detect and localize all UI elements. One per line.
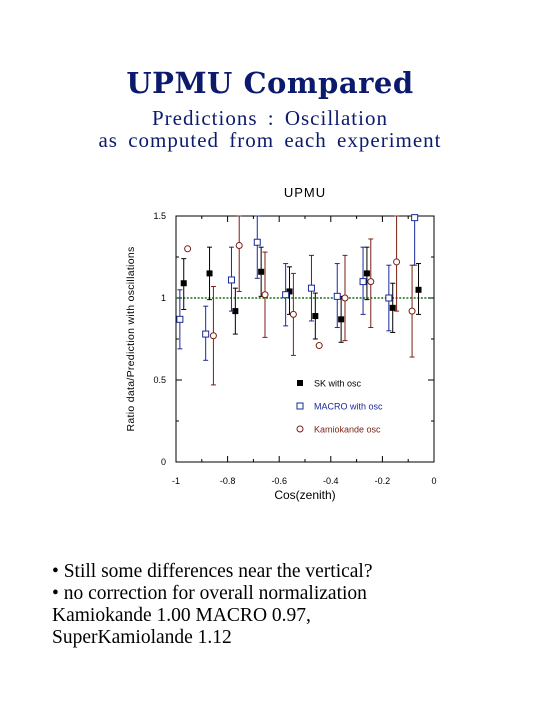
legend-label: SK with osc: [314, 379, 362, 389]
sk-point: [286, 288, 293, 295]
legend-box: [288, 371, 412, 443]
x-tick-label: 0: [431, 476, 436, 486]
sk-point: [232, 308, 239, 315]
macro-point: [385, 294, 393, 302]
kamiokande-point: [408, 307, 416, 315]
slide-title: UPMU Compared: [126, 66, 414, 100]
slide-subtitle-1: Predictions : Oscillation: [152, 106, 388, 130]
x-tick-label: -0.2: [375, 476, 391, 486]
x-axis-label: Cos(zenith): [274, 488, 335, 502]
note-line-4: SuperKamiolande 1.12: [52, 627, 232, 648]
y-tick-label: 1.5: [153, 211, 166, 221]
y-tick-label: 1: [161, 293, 166, 303]
sk-point: [206, 270, 213, 277]
sk-point: [258, 268, 265, 275]
kamiokande-point: [289, 310, 297, 318]
macro-point: [359, 278, 367, 286]
macro-point: [227, 276, 235, 284]
x-tick-label: -0.4: [323, 476, 339, 486]
macro-point: [333, 292, 341, 300]
kamiokande-point: [315, 342, 323, 350]
slide-subtitle-2: as computed from each experiment: [98, 128, 442, 152]
kamiokande-point: [393, 258, 401, 266]
macro-point: [411, 214, 419, 222]
x-tick-label: -1: [172, 476, 180, 486]
x-tick-label: -0.6: [271, 476, 287, 486]
note-line-3: Kamiokande 1.00 MACRO 0.97,: [52, 605, 311, 626]
x-tick-label: -0.8: [220, 476, 236, 486]
upmu-chart: UPMU -1 -0.8 -0.6 -0.4 -0.2 0 0 0.5 1 1.5 Cos(zenit…: [125, 185, 437, 502]
kamiokande-point: [367, 278, 375, 286]
notes: • Still some differences near the vertic…: [52, 561, 522, 649]
macro-point: [253, 238, 261, 246]
legend-marker-sk: [297, 380, 303, 386]
legend-marker-kamiokande: [296, 425, 304, 433]
y-tick-label: 0: [161, 457, 166, 467]
y-axis-label: Ratio data/Prediction with oscillations: [125, 246, 137, 431]
sk-point: [180, 280, 187, 287]
legend-marker-macro: [296, 402, 304, 410]
macro-point: [282, 291, 290, 299]
kamiokande-point: [261, 291, 269, 299]
kamiokande-point: [235, 242, 243, 250]
macro-point: [202, 330, 210, 338]
legend-label: MACRO with osc: [314, 402, 383, 412]
sk-point: [312, 313, 319, 320]
macro-point: [307, 284, 315, 292]
kamiokande-point: [209, 332, 217, 340]
note-line-1: • Still some differences near the vertic…: [52, 561, 373, 582]
chart-title: UPMU: [284, 185, 326, 200]
y-tick-label: 0.5: [153, 375, 166, 385]
kamiokande-point: [184, 245, 192, 253]
sk-point: [363, 270, 370, 277]
sk-point: [338, 316, 345, 323]
sk-point: [389, 304, 396, 311]
legend-label: Kamiokande osc: [314, 425, 381, 435]
macro-point: [176, 315, 184, 323]
note-line-2: • no correction for overall normalizatio…: [52, 583, 367, 604]
sk-point: [415, 286, 422, 293]
kamiokande-point: [341, 294, 349, 302]
